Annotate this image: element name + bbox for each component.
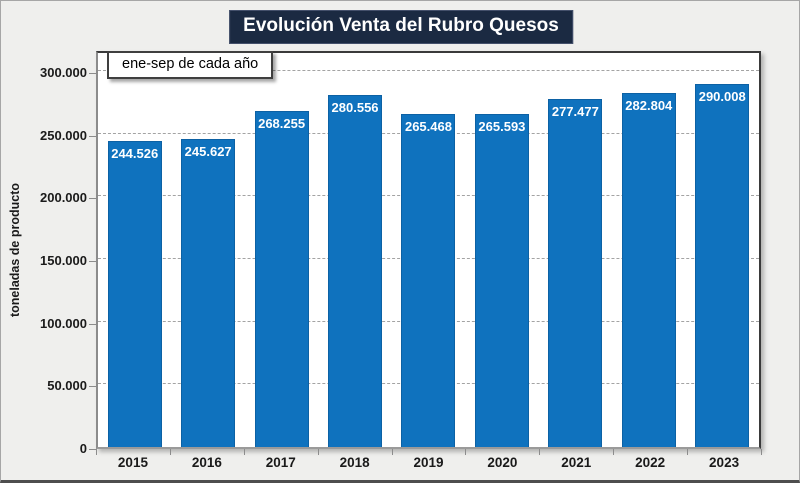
x-tick-mark	[539, 449, 541, 455]
x-tick-label: 2015	[117, 455, 148, 470]
x-tick-label: 2016	[191, 455, 222, 470]
y-tick-mark	[89, 323, 96, 325]
x-tick-mark	[96, 449, 97, 455]
y-tick-label: 250.000	[40, 127, 87, 143]
x-tick-mark	[317, 449, 319, 455]
x-tick-mark	[687, 449, 689, 455]
x-tick-mark	[465, 449, 467, 455]
bar-slot-2018: 280.556	[318, 53, 391, 447]
y-tick-label: 0	[79, 441, 87, 456]
y-tick-label: 100.000	[40, 315, 87, 331]
bar-slot-2019: 265.468	[392, 53, 465, 447]
y-tick-mark	[89, 198, 96, 200]
x-tick-label: 2022	[635, 455, 666, 470]
bar-data-label: 280.556	[331, 100, 379, 116]
bar-data-label: 244.526	[111, 145, 159, 161]
annotation-box: ene-sep de cada año	[107, 51, 274, 79]
y-tick-mark	[89, 135, 96, 137]
x-axis-labels: 2015 2016 2017 2018 2019 2020 2021 2022 2023	[96, 455, 761, 470]
bar-data-label: 282.804	[625, 97, 673, 113]
bar-2022: 282.804	[621, 92, 676, 447]
chart-title: Evolución Venta del Rubro Quesos	[229, 10, 573, 44]
y-tick-mark	[89, 386, 96, 388]
bar-2016: 245.627	[181, 139, 236, 447]
x-tick-label: 2020	[487, 455, 518, 470]
plot-area: 244.526 245.627 268.255 280.556 265.468 265.5…	[96, 51, 761, 449]
bar-data-label: 290.008	[698, 88, 746, 104]
bar-data-label: 277.477	[551, 104, 599, 120]
x-tick-mark	[169, 449, 171, 455]
bar-2018: 280.556	[328, 95, 383, 447]
x-tick-mark	[761, 449, 762, 455]
y-tick-mark	[89, 449, 96, 450]
bar-2023: 290.008	[695, 83, 750, 447]
bar-data-label: 265.593	[478, 119, 526, 135]
y-tick-label: 150.000	[40, 253, 87, 268]
gridline	[98, 70, 759, 71]
y-tick-mark	[89, 73, 96, 74]
y-tick-label: 300.000	[40, 65, 87, 80]
bar-slot-2016: 245.627	[171, 53, 244, 447]
bar-2017: 268.255	[254, 110, 309, 447]
x-tick-label: 2017	[265, 455, 296, 470]
bar-2015: 244.526	[107, 140, 162, 447]
bar-2020: 265.593	[474, 114, 529, 447]
bar-slot-2021: 277.477	[539, 53, 612, 447]
x-tick-label: 2018	[339, 455, 370, 470]
bar-slot-2023: 290.008	[686, 53, 759, 447]
bar-slot-2022: 282.804	[612, 53, 685, 447]
bar-slot-2017: 268.255	[245, 53, 318, 447]
x-tick-label: 2023	[709, 455, 740, 470]
y-tick-label: 200.000	[40, 190, 87, 206]
x-tick-label: 2019	[413, 455, 444, 470]
bar-data-label: 268.255	[258, 115, 306, 131]
bar-series: 244.526 245.627 268.255 280.556 265.468 265.5…	[98, 53, 759, 447]
bar-slot-2020: 265.593	[465, 53, 538, 447]
x-tick-label: 2021	[561, 455, 592, 470]
x-tick-mark	[243, 449, 245, 455]
y-tick-mark	[89, 261, 96, 262]
bar-data-label: 265.468	[404, 119, 452, 135]
y-tick-label: 50.000	[47, 378, 87, 394]
bar-data-label: 245.627	[184, 144, 232, 160]
bar-2019: 265.468	[401, 114, 456, 447]
bar-slot-2015: 244.526	[98, 53, 171, 447]
x-tick-mark	[391, 449, 393, 455]
bar-2021: 277.477	[548, 99, 603, 447]
x-tick-mark	[613, 449, 615, 455]
